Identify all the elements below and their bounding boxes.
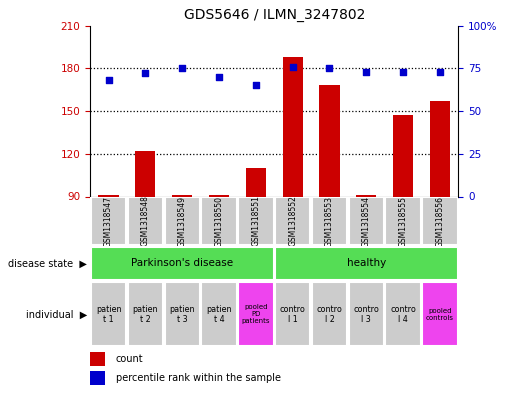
Bar <box>246 168 266 196</box>
Bar <box>90 352 105 366</box>
Text: contro
l 3: contro l 3 <box>353 305 379 324</box>
Text: GSM1318552: GSM1318552 <box>288 196 297 246</box>
Title: GDS5646 / ILMN_3247802: GDS5646 / ILMN_3247802 <box>183 8 365 22</box>
Text: patien
t 2: patien t 2 <box>132 305 158 324</box>
Text: count: count <box>116 354 144 364</box>
Bar <box>275 282 311 347</box>
Text: healthy: healthy <box>347 258 386 268</box>
Bar <box>238 282 273 347</box>
Text: Parkinson's disease: Parkinson's disease <box>131 258 233 268</box>
Point <box>288 63 297 70</box>
Bar <box>238 197 273 244</box>
Bar <box>201 282 237 347</box>
Point <box>141 70 149 77</box>
Bar <box>319 85 339 196</box>
Point <box>252 82 260 88</box>
Text: GSM1318548: GSM1318548 <box>141 196 150 246</box>
Bar <box>201 197 237 244</box>
Bar <box>356 195 376 196</box>
Point <box>105 77 113 83</box>
Bar <box>275 197 311 244</box>
Text: contro
l 4: contro l 4 <box>390 305 416 324</box>
Bar <box>275 247 458 279</box>
Bar <box>312 197 347 244</box>
Bar <box>430 101 450 196</box>
Bar <box>385 282 421 347</box>
Text: GSM1318553: GSM1318553 <box>325 196 334 246</box>
Text: GSM1318554: GSM1318554 <box>362 196 371 246</box>
Bar <box>385 197 421 244</box>
Bar <box>128 282 163 347</box>
Bar <box>283 57 303 196</box>
Text: GSM1318555: GSM1318555 <box>399 196 407 246</box>
Bar <box>91 282 126 347</box>
Text: patien
t 4: patien t 4 <box>206 305 232 324</box>
Bar <box>422 282 458 347</box>
Text: disease state  ▶: disease state ▶ <box>8 258 87 268</box>
Text: GSM1318547: GSM1318547 <box>104 196 113 246</box>
Point <box>178 65 186 72</box>
Text: GSM1318549: GSM1318549 <box>178 196 186 246</box>
Point <box>399 68 407 75</box>
Bar <box>91 197 126 244</box>
Text: contro
l 2: contro l 2 <box>317 305 342 324</box>
Text: pooled
controls: pooled controls <box>426 308 454 321</box>
Bar <box>312 282 347 347</box>
Bar <box>90 371 105 385</box>
Bar <box>98 195 118 196</box>
Point <box>362 68 370 75</box>
Bar <box>393 115 413 196</box>
Text: GSM1318550: GSM1318550 <box>215 196 224 246</box>
Point <box>325 65 334 72</box>
Point <box>436 68 444 75</box>
Bar <box>128 197 163 244</box>
Text: patien
t 1: patien t 1 <box>96 305 122 324</box>
Point <box>215 74 223 80</box>
Text: pooled
PD
patients: pooled PD patients <box>242 305 270 324</box>
Bar <box>164 282 200 347</box>
Text: percentile rank within the sample: percentile rank within the sample <box>116 373 281 383</box>
Text: individual  ▶: individual ▶ <box>26 309 87 320</box>
Text: GSM1318551: GSM1318551 <box>251 196 260 246</box>
Bar <box>209 195 229 196</box>
Bar <box>349 282 384 347</box>
Bar <box>135 151 156 196</box>
Text: patien
t 3: patien t 3 <box>169 305 195 324</box>
Bar <box>349 197 384 244</box>
Bar <box>91 247 273 279</box>
Bar <box>164 197 200 244</box>
Bar <box>172 195 192 196</box>
Text: contro
l 1: contro l 1 <box>280 305 305 324</box>
Bar <box>422 197 458 244</box>
Text: GSM1318556: GSM1318556 <box>436 196 444 246</box>
